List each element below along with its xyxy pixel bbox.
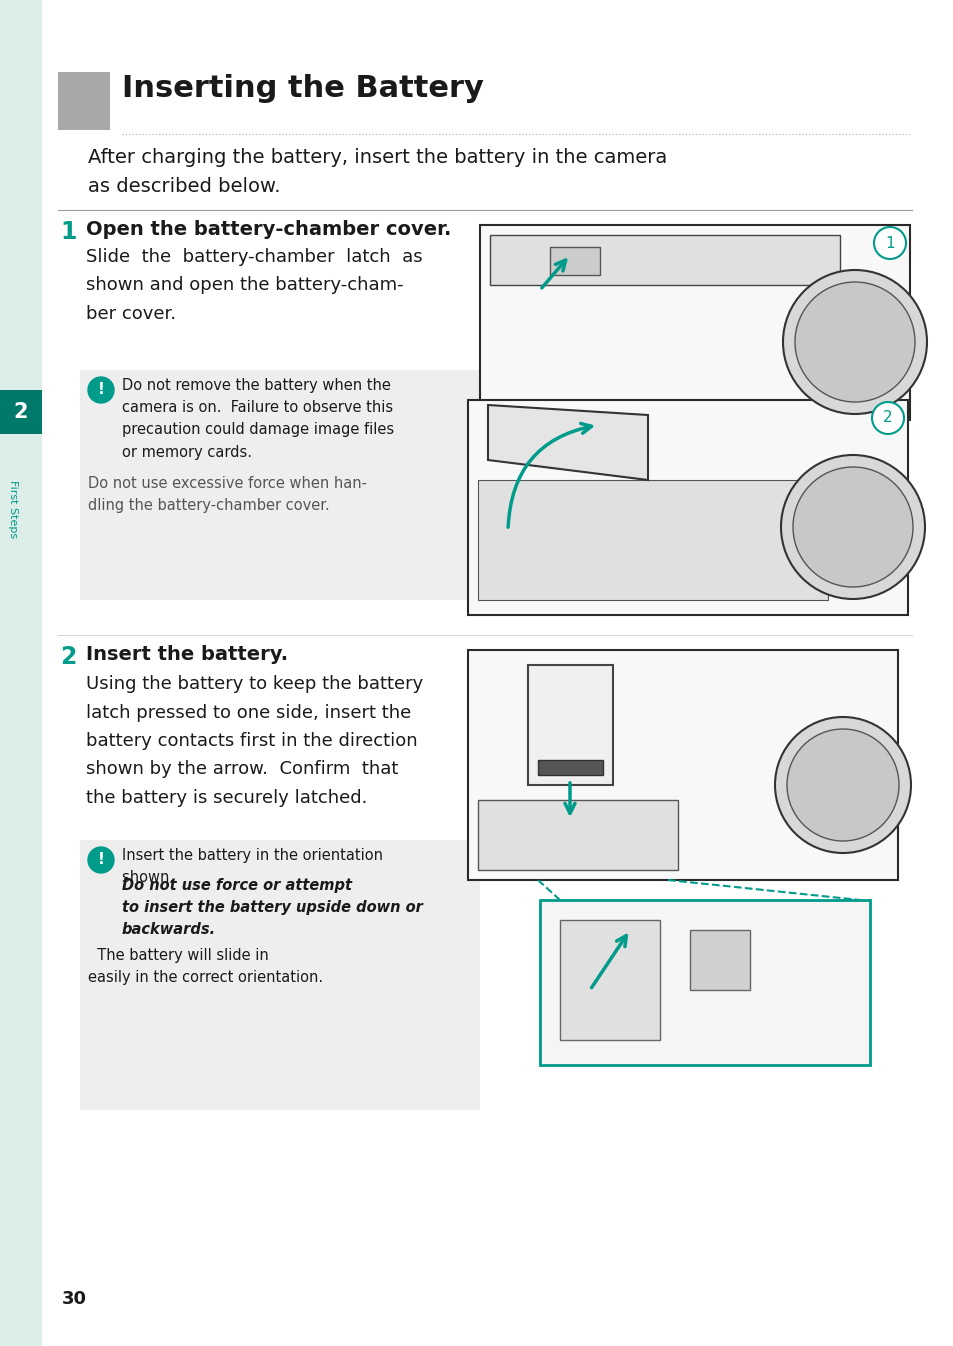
Bar: [477, 481, 827, 600]
Circle shape: [794, 283, 914, 402]
Bar: [559, 921, 659, 1040]
Bar: [477, 800, 678, 870]
Circle shape: [782, 271, 926, 415]
Text: !: !: [97, 382, 104, 397]
Text: After charging the battery, insert the battery in the camera
as described below.: After charging the battery, insert the b…: [88, 148, 666, 195]
Bar: [468, 400, 907, 615]
Bar: [58, 71, 110, 131]
Bar: [479, 225, 909, 420]
Text: 2: 2: [882, 411, 892, 425]
Text: The battery will slide in
easily in the correct orientation.: The battery will slide in easily in the …: [88, 948, 323, 985]
Text: Do not use force or attempt
to insert the battery upside down or
backwards.: Do not use force or attempt to insert th…: [122, 878, 422, 937]
Text: Slide  the  battery-chamber  latch  as
shown and open the battery-cham-
ber cove: Slide the battery-chamber latch as shown…: [86, 248, 422, 323]
Text: 1: 1: [60, 219, 76, 244]
Text: 2: 2: [13, 402, 29, 423]
Circle shape: [871, 402, 903, 433]
Bar: [539, 900, 869, 1065]
Text: Insert the battery in the orientation
shown.: Insert the battery in the orientation sh…: [122, 848, 382, 886]
Text: First Steps: First Steps: [8, 481, 18, 538]
Bar: [527, 665, 613, 785]
Text: Using the battery to keep the battery
latch pressed to one side, insert the
batt: Using the battery to keep the battery la…: [86, 674, 423, 808]
Circle shape: [88, 377, 113, 402]
Bar: [0, 0, 42, 1346]
Bar: [550, 248, 599, 275]
Circle shape: [88, 847, 113, 874]
Text: Do not use excessive force when han-
dling the battery-chamber cover.: Do not use excessive force when han- dli…: [88, 476, 367, 513]
Text: Inserting the Battery: Inserting the Battery: [122, 74, 483, 104]
Bar: [689, 930, 749, 991]
Circle shape: [792, 467, 912, 587]
Circle shape: [786, 730, 898, 841]
Circle shape: [781, 455, 924, 599]
Bar: [537, 760, 602, 775]
Bar: [80, 840, 479, 1110]
Circle shape: [774, 717, 910, 853]
Text: 1: 1: [884, 236, 894, 250]
Text: 2: 2: [60, 645, 76, 669]
Text: Insert the battery.: Insert the battery.: [86, 645, 288, 664]
Text: !: !: [97, 852, 104, 868]
Polygon shape: [488, 405, 647, 481]
Bar: [468, 650, 897, 880]
Bar: [490, 236, 840, 285]
Bar: [80, 370, 479, 600]
Circle shape: [873, 227, 905, 258]
Text: Do not remove the battery when the
camera is on.  Failure to observe this
precau: Do not remove the battery when the camer…: [122, 378, 394, 459]
Text: 30: 30: [62, 1289, 87, 1308]
Text: Open the battery-chamber cover.: Open the battery-chamber cover.: [86, 219, 451, 240]
Bar: [0, 390, 42, 433]
